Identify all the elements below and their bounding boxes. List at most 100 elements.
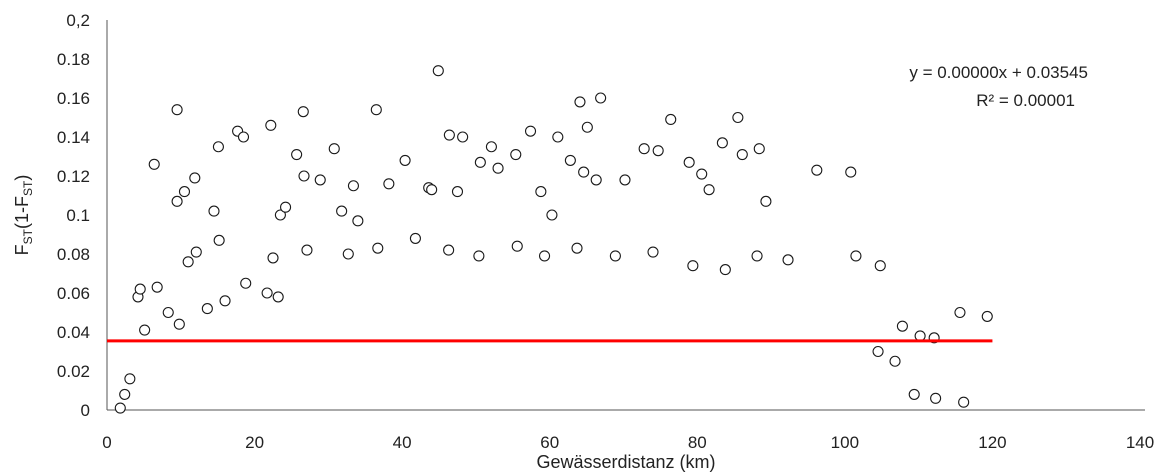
data-point (297, 106, 309, 118)
data-point (208, 205, 220, 217)
data-point (119, 388, 131, 400)
y-tick-label: 0.06 (57, 284, 90, 303)
data-point (298, 170, 310, 182)
data-point (574, 96, 586, 108)
data-point (265, 119, 277, 131)
data-point (958, 396, 970, 408)
data-point (473, 250, 485, 262)
data-point (696, 168, 708, 180)
data-point (581, 121, 593, 133)
data-point (564, 154, 576, 166)
data-point (850, 250, 862, 262)
data-point (291, 149, 303, 161)
data-point (399, 154, 411, 166)
trendline-equation: y = 0.00000x + 0.03545 (909, 63, 1088, 82)
data-point (638, 143, 650, 155)
data-point (212, 141, 224, 153)
data-point (182, 256, 194, 268)
data-point (753, 143, 765, 155)
data-point (492, 162, 504, 174)
data-point (237, 131, 250, 143)
data-point (328, 143, 340, 155)
y-tick-label: 0.02 (57, 362, 90, 381)
y-tick-label: 0,2 (66, 11, 90, 30)
data-point (732, 111, 744, 124)
data-point (719, 264, 731, 276)
data-point (683, 156, 695, 168)
data-point (874, 260, 886, 272)
data-point (751, 250, 763, 262)
data-point (524, 125, 537, 137)
data-point (782, 254, 794, 266)
data-point (811, 164, 823, 176)
data-point (546, 209, 558, 221)
data-point (432, 65, 444, 77)
data-point (301, 244, 313, 256)
data-point (510, 149, 522, 161)
data-point (219, 295, 231, 307)
data-point (272, 291, 284, 303)
x-tick-label: 20 (245, 433, 264, 452)
data-point (981, 310, 993, 322)
data-point (342, 248, 354, 260)
data-point (590, 174, 602, 186)
y-tick-label: 0.1 (66, 206, 90, 225)
data-point (457, 131, 469, 143)
y-tick-label: 0.08 (57, 245, 90, 264)
data-point (485, 141, 497, 153)
y-tick-label: 0.04 (57, 323, 90, 342)
x-tick-label: 40 (393, 433, 412, 452)
data-point (538, 250, 551, 262)
data-point (736, 149, 748, 161)
data-point (114, 402, 126, 414)
x-axis-title: Gewässerdistanz (km) (536, 452, 715, 472)
data-point (261, 287, 273, 299)
data-point (178, 186, 191, 198)
data-point (609, 250, 621, 262)
data-point (716, 137, 728, 149)
data-point (171, 104, 183, 116)
x-tick-label: 120 (978, 433, 1006, 452)
data-point (240, 277, 252, 289)
x-tick-label: 100 (831, 433, 859, 452)
data-point (314, 174, 326, 186)
data-point (552, 131, 564, 143)
data-point (760, 195, 772, 207)
data-point (347, 180, 359, 192)
data-point (173, 318, 185, 330)
y-axis-title-end: ) (12, 175, 32, 181)
y-axis-title-mid: (1-F (12, 196, 32, 229)
data-point (930, 392, 942, 404)
data-point (845, 166, 857, 178)
y-tick-label: 0.14 (57, 128, 90, 147)
trendline-r-squared: R² = 0.00001 (976, 91, 1075, 110)
data-point (451, 186, 464, 198)
data-point (372, 242, 384, 254)
x-tick-label: 80 (688, 433, 707, 452)
y-tick-label: 0.16 (57, 89, 90, 108)
data-point (872, 345, 884, 358)
data-point (426, 184, 438, 196)
x-tick-label: 0 (102, 433, 111, 452)
data-point (443, 129, 455, 141)
data-point (896, 320, 908, 332)
x-tick-labels: 0 20 40 60 80 100 120 140 (102, 433, 1154, 452)
data-point (274, 209, 286, 221)
data-point (213, 234, 225, 246)
data-point (652, 145, 664, 157)
data-point (409, 232, 421, 244)
data-point (189, 172, 201, 184)
y-axis-title-sub1: ST (21, 228, 35, 244)
data-point (190, 246, 202, 258)
data-points (114, 65, 993, 414)
data-point (619, 174, 631, 186)
data-point (578, 166, 590, 178)
data-point (889, 355, 901, 367)
data-point (687, 260, 699, 272)
data-point (280, 201, 292, 213)
y-tick-label: 0.18 (57, 50, 90, 69)
data-point (535, 186, 547, 198)
data-point (647, 246, 659, 258)
data-point (511, 240, 523, 252)
